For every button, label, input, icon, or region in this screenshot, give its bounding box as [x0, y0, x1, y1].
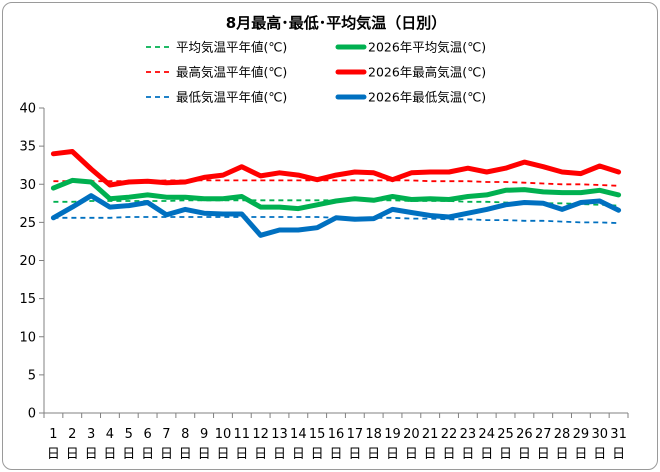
x-tick-label: 17 — [347, 427, 364, 442]
y-tick-label: 30 — [19, 178, 36, 193]
chart-title: 8月最高･最低･平均気温（日別） — [226, 14, 446, 32]
x-tick-suffix: 日 — [311, 447, 324, 462]
y-tick-label: 25 — [19, 216, 36, 231]
x-tick-label: 22 — [441, 427, 458, 442]
x-tick-label: 15 — [309, 427, 326, 442]
x-tick-suffix: 日 — [160, 447, 173, 462]
x-tick-label: 23 — [460, 427, 477, 442]
legend-label-1: 2026年平均気温(℃) — [368, 40, 486, 55]
legend-label-4: 最低気温平年値(℃) — [176, 90, 287, 105]
x-tick-suffix: 日 — [122, 447, 135, 462]
x-tick-label: 13 — [271, 427, 288, 442]
x-tick-suffix: 日 — [574, 447, 587, 462]
x-tick-suffix: 日 — [480, 447, 493, 462]
y-tick-label: 20 — [19, 254, 36, 269]
x-tick-suffix: 日 — [198, 447, 211, 462]
series-layer — [50, 149, 622, 238]
x-tick-label: 12 — [252, 427, 269, 442]
y-tick-label: 10 — [19, 330, 36, 345]
x-tick-suffix: 日 — [141, 447, 154, 462]
x-tick-label: 2 — [68, 427, 76, 442]
x-tick-suffix: 日 — [499, 447, 512, 462]
x-tick-suffix: 日 — [47, 447, 60, 462]
series-line-3 — [50, 149, 622, 188]
x-tick-suffix: 日 — [66, 447, 79, 462]
x-tick-label: 9 — [200, 427, 208, 442]
series-line-1 — [50, 177, 622, 212]
x-tick-label: 6 — [143, 427, 151, 442]
x-tick-suffix: 日 — [254, 447, 267, 462]
x-tick-label: 10 — [215, 427, 232, 442]
x-tick-label: 27 — [535, 427, 552, 442]
x-tick-label: 7 — [162, 427, 170, 442]
legend: 平均気温平年値(℃) 2026年平均気温(℃) 最高気温平年値(℃) 2026年最高気… — [146, 40, 486, 105]
x-tick-label: 8 — [181, 427, 189, 442]
legend-label-3: 2026年最高気温(℃) — [368, 65, 486, 80]
x-tick-label: 11 — [234, 427, 251, 442]
x-tick-label: 30 — [591, 427, 608, 442]
x-tick-suffix: 日 — [443, 447, 456, 462]
x-tick-suffix: 日 — [292, 447, 305, 462]
x-tick-suffix: 日 — [386, 447, 399, 462]
x-tick-suffix: 日 — [348, 447, 361, 462]
x-tick-suffix: 日 — [556, 447, 569, 462]
x-tick-label: 25 — [497, 427, 514, 442]
x-tick-suffix: 日 — [367, 447, 380, 462]
x-tick-suffix: 日 — [329, 447, 342, 462]
x-tick-suffix: 日 — [518, 447, 531, 462]
legend-label-5: 2026年最低気温(℃) — [368, 90, 486, 105]
x-tick-label: 18 — [365, 427, 382, 442]
x-tick-suffix: 日 — [612, 447, 625, 462]
x-tick-suffix: 日 — [537, 447, 550, 462]
x-tick-suffix: 日 — [405, 447, 418, 462]
y-tick-label: 40 — [19, 102, 36, 117]
y-tick-label: 5 — [28, 368, 36, 383]
x-tick-suffix: 日 — [593, 447, 606, 462]
x-tick-label: 19 — [384, 427, 401, 442]
x-tick-suffix: 日 — [273, 447, 286, 462]
x-tick-label: 3 — [87, 427, 95, 442]
x-tick-label: 31 — [610, 427, 627, 442]
x-tick-label: 28 — [554, 427, 571, 442]
x-tick-label: 16 — [328, 427, 345, 442]
x-tick-label: 21 — [422, 427, 439, 442]
x-tick-suffix: 日 — [179, 447, 192, 462]
x-tick-label: 20 — [403, 427, 420, 442]
x-tick-label: 29 — [573, 427, 590, 442]
x-tick-suffix: 日 — [216, 447, 229, 462]
y-tick-label: 35 — [19, 140, 36, 155]
x-tick-suffix: 日 — [235, 447, 248, 462]
legend-label-0: 平均気温平年値(℃) — [176, 40, 287, 55]
x-tick-suffix: 日 — [461, 447, 474, 462]
x-tick-suffix: 日 — [85, 447, 98, 462]
axes: 05101520253035401日2日3日4日5日6日7日8日9日10日11日… — [19, 102, 629, 462]
x-tick-label: 26 — [516, 427, 533, 442]
x-tick-label: 5 — [125, 427, 133, 442]
series-line-5 — [50, 193, 622, 238]
legend-label-2: 最高気温平年値(℃) — [176, 65, 287, 80]
x-tick-label: 4 — [106, 427, 114, 442]
x-tick-label: 1 — [49, 427, 57, 442]
y-tick-label: 15 — [19, 292, 36, 307]
y-tick-label: 0 — [28, 407, 36, 422]
x-tick-suffix: 日 — [103, 447, 116, 462]
x-tick-label: 14 — [290, 427, 307, 442]
x-tick-label: 24 — [478, 427, 495, 442]
x-tick-suffix: 日 — [424, 447, 437, 462]
